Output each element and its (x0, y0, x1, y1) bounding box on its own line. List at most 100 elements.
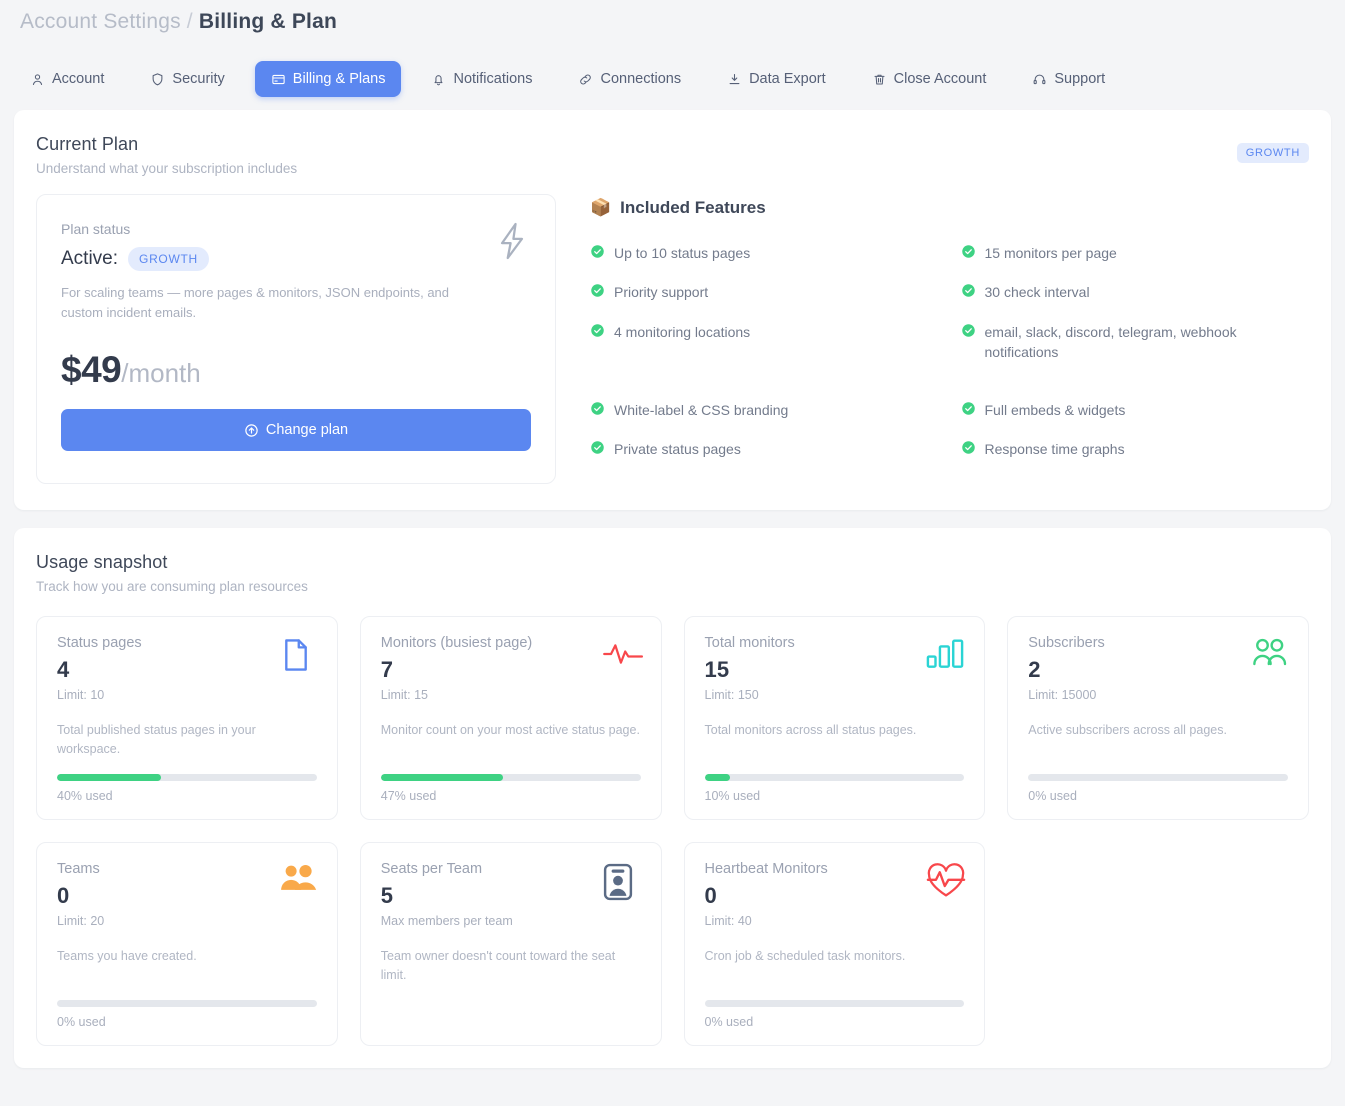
tab-connections[interactable]: Connections (562, 61, 697, 97)
features-grid-secondary: White-label & CSS branding Full embeds & … (590, 391, 1309, 470)
usage-card-description: Teams you have created. (57, 949, 197, 963)
usage-snapshot-subtitle: Track how you are consuming plan resourc… (36, 579, 308, 594)
usage-card: Heartbeat Monitors 0 Limit: 40 Cron job & s… (683, 842, 986, 1046)
usage-card-value: 2 (1028, 657, 1041, 682)
breadcrumb-separator: / (186, 10, 193, 33)
shield-icon (150, 72, 165, 87)
usage-progress-wrap: 0% used (1028, 774, 1288, 803)
feature-item: Priority support (590, 273, 939, 312)
tab-close-account[interactable]: Close Account (856, 61, 1003, 97)
usage-card-value: 15 (704, 657, 730, 682)
usage-card: Teams 0 Limit: 20 Teams you have created. 0%… (36, 842, 338, 1046)
current-plan-panel: Current Plan Understand what your subscr… (14, 110, 1331, 510)
usage-snapshot-header: Usage snapshot Track how you are consumi… (14, 528, 1331, 594)
plan-tier-chip: GROWTH (128, 247, 209, 271)
id-badge-icon (603, 863, 643, 903)
feature-label: Private status pages (614, 441, 741, 458)
usage-card-value: 4 (57, 657, 70, 682)
feature-label: 30 check interval (984, 284, 1090, 301)
feature-item: Full embeds & widgets (961, 391, 1310, 430)
check-circle-icon (961, 323, 976, 343)
change-plan-label: Change plan (265, 422, 349, 439)
usage-card-grid: Status pages 4 Limit: 10 Total published st… (14, 594, 1331, 1068)
usage-progress-wrap: 40% used (57, 774, 317, 803)
plan-description: For scaling teams — more pages & monitor… (61, 285, 450, 321)
change-plan-button[interactable]: Change plan (61, 409, 531, 452)
included-features: 📦 Included Features Up to 10 status page… (590, 194, 1309, 484)
usage-card-limit: Max members per team (380, 914, 513, 928)
usage-card-title: Heartbeat Monitors (704, 861, 828, 877)
feature-label: email, slack, discord, telegram, webhook… (984, 323, 1237, 360)
plan-summary-card: Plan status Active: GROWTH For scaling t… (36, 194, 556, 484)
check-circle-icon (590, 244, 605, 264)
plan-price-period: /month (121, 358, 201, 389)
tab-account[interactable]: Account (14, 61, 120, 97)
users-icon (1250, 637, 1290, 677)
included-features-title: 📦 Included Features (590, 198, 1309, 218)
usage-percent-label: 0% used (704, 1015, 754, 1029)
feature-label: Response time graphs (984, 441, 1125, 458)
usage-card: Status pages 4 Limit: 10 Total published st… (36, 616, 338, 820)
check-circle-icon (590, 440, 605, 460)
feature-item: 15 monitors per page (961, 234, 1310, 273)
tab-notifications[interactable]: Notifications (415, 61, 548, 97)
tab-label: Notifications (453, 71, 533, 87)
feature-label: Full embeds & widgets (984, 402, 1126, 419)
usage-card: Total monitors 15 Limit: 150 Total monitors… (683, 616, 986, 820)
plan-status-row: Active: GROWTH (61, 247, 531, 271)
plan-price-row: $49 /month (61, 349, 531, 391)
usage-card-title: Teams (57, 861, 100, 877)
usage-percent-label: 10% used (704, 789, 761, 803)
tab-label: Close Account (893, 71, 987, 87)
included-features-label: Included Features (620, 198, 766, 217)
check-circle-icon (590, 283, 605, 303)
tab-security[interactable]: Security (134, 61, 240, 97)
current-plan-subtitle: Understand what your subscription includ… (36, 161, 298, 176)
usage-card-limit: Limit: 150 (704, 688, 759, 702)
usage-progress-bar (1028, 774, 1288, 781)
usage-card-limit: Limit: 15 (380, 688, 428, 702)
current-plan-header: Current Plan Understand what your subscr… (14, 110, 1331, 176)
usage-card-description: Total published status pages in your wor… (57, 723, 256, 756)
feature-label: Priority support (614, 284, 709, 301)
usage-card-value: 0 (704, 883, 717, 908)
team-icon (279, 863, 319, 903)
plan-status-label: Plan status (61, 221, 131, 237)
feature-label: Up to 10 status pages (614, 245, 751, 261)
credit-card-icon (271, 72, 286, 87)
usage-progress-bar (380, 774, 641, 781)
lightning-bolt-icon (495, 221, 529, 261)
bell-icon (431, 72, 446, 87)
usage-card-value: 7 (380, 657, 394, 682)
tab-data-export[interactable]: Data Export (711, 61, 842, 97)
tab-label: Data Export (749, 71, 826, 87)
usage-card-description: Monitor count on your most active status… (380, 723, 640, 737)
usage-card-description: Cron job & scheduled task monitors. (704, 949, 906, 963)
plan-badge: GROWTH (1236, 143, 1309, 163)
usage-progress-bar (57, 1000, 317, 1007)
bar-chart-icon (926, 637, 966, 677)
heart-pulse-icon (926, 863, 966, 903)
feature-item: 30 check interval (961, 273, 1310, 312)
arrow-up-circle-icon (244, 423, 259, 438)
feature-item: Response time graphs (961, 430, 1310, 469)
settings-tab-bar: Account Security Billing & Plans Notificati… (0, 48, 1345, 110)
usage-progress-bar (704, 774, 965, 781)
feature-label: White-label & CSS branding (614, 402, 789, 419)
tab-label: Account (52, 71, 105, 87)
check-circle-icon (961, 401, 976, 421)
check-circle-icon (590, 401, 605, 421)
plan-status-value: Active: (61, 248, 119, 269)
tab-support[interactable]: Support (1016, 61, 1121, 97)
usage-card-limit: Limit: 10 (57, 688, 105, 702)
breadcrumb-root[interactable]: Account Settings (20, 10, 181, 33)
feature-item: 4 monitoring locations (590, 313, 939, 372)
file-icon (279, 637, 319, 677)
plan-price: $49 (61, 349, 122, 391)
download-icon (727, 72, 742, 87)
tab-billing-plans[interactable]: Billing & Plans (254, 61, 402, 97)
usage-card-title: Status pages (57, 635, 142, 651)
feature-label: 4 monitoring locations (614, 323, 751, 340)
usage-progress-bar (704, 1000, 965, 1007)
tab-label: Support (1054, 71, 1106, 87)
